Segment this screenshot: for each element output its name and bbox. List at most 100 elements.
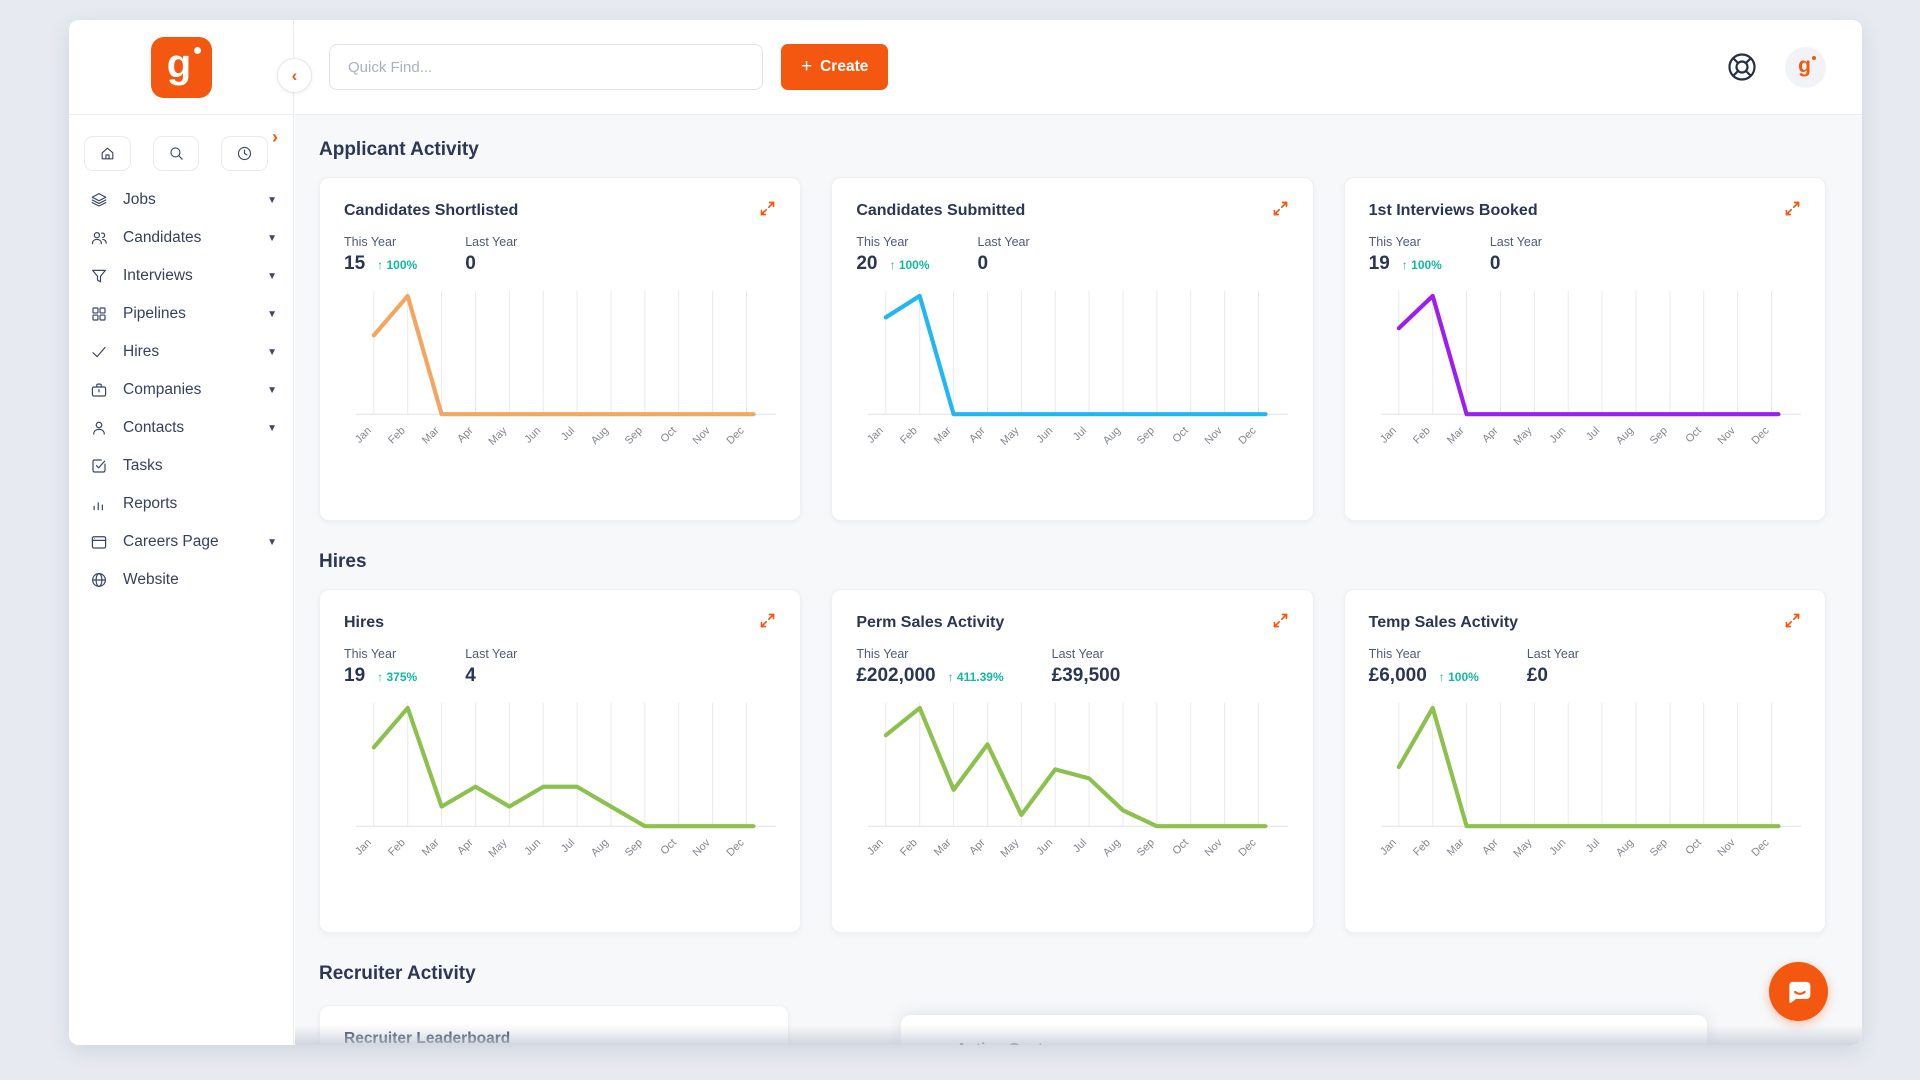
sidebar-item-jobs[interactable]: Jobs ▼	[69, 181, 293, 219]
svg-text:Jan: Jan	[353, 837, 374, 858]
help-icon	[1728, 53, 1756, 81]
svg-text:May: May	[486, 424, 509, 447]
svg-text:Sep: Sep	[623, 425, 645, 447]
caret-down-icon[interactable]: ▼	[267, 308, 277, 320]
history-icon	[238, 146, 252, 161]
change-badge: ↑ 100%	[1438, 670, 1479, 684]
expand-icon[interactable]	[759, 200, 776, 217]
svg-text:Jun: Jun	[1035, 837, 1056, 858]
card-row: Candidates Shortlisted This Year 15 ↑ 10…	[319, 177, 1826, 521]
card-row: Hires This Year 19 ↑ 375% Last Year 4	[319, 589, 1826, 933]
caret-down-icon[interactable]: ▼	[267, 270, 277, 282]
sidebar-item-hires[interactable]: Hires ▼	[69, 333, 293, 371]
brand-logo[interactable]: g	[150, 36, 212, 98]
last-year-value: £0	[1526, 665, 1548, 686]
svg-text:Jan: Jan	[865, 837, 886, 858]
card-title: Candidates Shortlisted	[344, 202, 519, 219]
this-year-label: This Year	[344, 647, 397, 661]
svg-text:Mar: Mar	[1445, 836, 1467, 858]
section-title: Recruiter Activity	[319, 963, 476, 984]
this-year-value: 15	[344, 253, 366, 274]
change-badge: ↑ 100%	[1401, 258, 1442, 272]
svg-text:Jan: Jan	[1378, 837, 1399, 858]
up-arrow-icon: ↑	[377, 670, 384, 684]
this-year-value: £6,000	[1368, 665, 1427, 686]
task-icon	[92, 459, 106, 473]
sidebar-item-candidates[interactable]: Candidates ▼	[69, 219, 293, 257]
caret-down-icon[interactable]: ▼	[267, 346, 277, 358]
user-avatar[interactable]: g	[1785, 46, 1826, 88]
this-year-value: 20	[856, 253, 878, 274]
expand-icon[interactable]	[1272, 612, 1289, 629]
svg-text:Jul: Jul	[1071, 425, 1089, 443]
svg-text:Oct: Oct	[1171, 425, 1192, 446]
svg-text:Dec: Dec	[1749, 424, 1772, 447]
sidebar-item-label: Hires	[123, 343, 160, 360]
sidebar-item-careers-page[interactable]: Careers Page ▼	[69, 523, 293, 561]
caret-down-icon[interactable]: ▼	[267, 232, 277, 244]
svg-text:May: May	[999, 424, 1022, 447]
this-year-value: 19	[344, 665, 366, 686]
card-stats: This Year £202,000 ↑ 411.39% Last Year £…	[856, 647, 1288, 687]
quick-find-input[interactable]	[329, 44, 763, 90]
create-button[interactable]: + Create	[781, 44, 889, 90]
sidebar-item-label: Website	[123, 571, 179, 588]
sidebar-item-contacts[interactable]: Contacts ▼	[69, 409, 293, 447]
this-year-value: 19	[1368, 253, 1390, 274]
section-hires: Hires Hires This Year 19 ↑ 375% Last Y	[319, 551, 1826, 933]
chart-card: Temp Sales Activity This Year £6,000 ↑ 1…	[1343, 589, 1826, 933]
caret-down-icon[interactable]: ▼	[267, 422, 277, 434]
section-recruiter-activity: Recruiter Activity Recruiter Leaderboard…	[319, 963, 1826, 1045]
sidebar-item-companies[interactable]: Companies ▼	[69, 371, 293, 409]
svg-text:Jul: Jul	[1584, 837, 1602, 855]
chat-icon	[1788, 981, 1810, 1003]
svg-text:Aug: Aug	[1614, 837, 1636, 859]
sidebar-item-pipelines[interactable]: Pipelines ▼	[69, 295, 293, 333]
svg-text:Jun: Jun	[1035, 425, 1056, 446]
sidebar-item-tasks[interactable]: Tasks	[69, 447, 293, 485]
expand-icon[interactable]	[1784, 612, 1801, 629]
sidebar-item-label: Companies	[123, 381, 202, 398]
plus-icon: +	[801, 55, 813, 77]
sidebar-item-website[interactable]: Website	[69, 561, 293, 599]
expand-icon[interactable]	[1784, 200, 1801, 217]
sidebar-shortcut-history[interactable]	[221, 136, 269, 171]
change-badge: ↑ 100%	[377, 258, 418, 272]
expand-icon[interactable]	[1272, 200, 1289, 217]
svg-text:Jul: Jul	[1584, 425, 1602, 443]
up-arrow-icon: ↑	[947, 670, 954, 684]
sidebar-shortcut-search[interactable]	[152, 136, 200, 171]
caret-down-icon[interactable]: ▼	[267, 536, 277, 548]
svg-text:Jan: Jan	[1378, 425, 1399, 446]
svg-text:Nov: Nov	[1203, 836, 1226, 859]
sidebar-expand-icon[interactable]: ›	[272, 127, 278, 147]
sidebar-item-reports[interactable]: Reports	[69, 485, 293, 523]
sidebar-nav: Jobs ▼ Candidates ▼ Interviews ▼ Pipelines ▼ Hir…	[69, 181, 293, 599]
sidebar-collapse-button[interactable]: ‹	[277, 58, 312, 93]
expand-icon[interactable]	[759, 612, 776, 629]
up-arrow-icon: ↑	[889, 258, 896, 272]
chevron-up-icon[interactable]	[927, 1045, 942, 1046]
sidebar-shortcut-home[interactable]	[84, 136, 131, 171]
check-icon	[92, 346, 106, 358]
svg-text:Jun: Jun	[522, 837, 543, 858]
user-icon	[93, 421, 105, 435]
svg-text:Mar: Mar	[932, 836, 954, 858]
chart-card: Candidates Shortlisted This Year 15 ↑ 10…	[319, 177, 802, 521]
chat-launcher-button[interactable]	[1769, 962, 1828, 1021]
caret-down-icon[interactable]: ▼	[267, 384, 277, 396]
svg-text:Sep: Sep	[623, 837, 645, 859]
card-stats: This Year 15 ↑ 100% Last Year 0	[344, 235, 776, 275]
line-chart: Jan Feb Mar Apr May Jun Jul Aug Sep Oct Nov Dec	[865, 702, 1289, 860]
action-center-panel[interactable]: Action Center	[901, 1015, 1707, 1045]
chart-card: 1st Interviews Booked This Year 19 ↑ 100…	[1343, 177, 1826, 521]
sidebar-item-interviews[interactable]: Interviews ▼	[69, 257, 293, 295]
svg-text:Oct: Oct	[658, 837, 679, 858]
caret-down-icon[interactable]: ▼	[267, 194, 277, 206]
svg-text:Sep: Sep	[1647, 837, 1669, 859]
avatar-logo-glyph: g	[1798, 54, 1811, 77]
help-button[interactable]	[1725, 50, 1759, 84]
svg-text:Mar: Mar	[420, 424, 442, 446]
sidebar-item-label: Jobs	[123, 191, 156, 208]
svg-text:Oct: Oct	[1683, 837, 1704, 858]
